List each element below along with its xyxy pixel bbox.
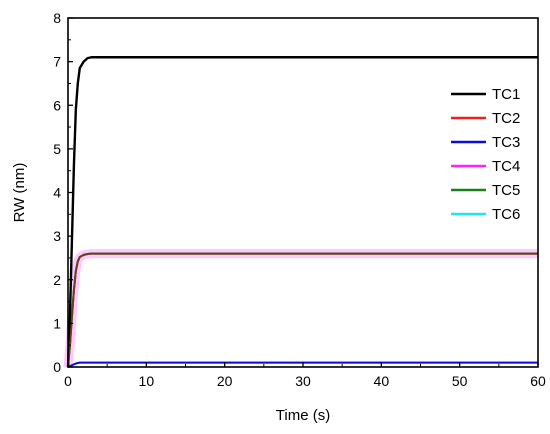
- legend-item-tc4: TC4: [451, 158, 520, 175]
- series-tc4-line: [67, 252, 538, 368]
- x-tick-label: 0: [64, 373, 72, 389]
- y-tick-label: 4: [53, 185, 61, 201]
- y-tick-label: 0: [53, 359, 61, 375]
- x-tick-label: 30: [295, 373, 311, 389]
- y-tick-label: 8: [53, 10, 61, 26]
- y-tick-label: 5: [53, 141, 61, 157]
- legend-label: TC1: [492, 86, 520, 103]
- legend-item-tc1: TC1: [451, 86, 520, 103]
- series-tc1-line: [66, 56, 538, 368]
- series-tc2-line: [67, 252, 538, 368]
- x-tick-label: 60: [530, 373, 546, 389]
- series-tc5-line: [67, 252, 538, 368]
- legend-item-tc6: TC6: [451, 206, 520, 223]
- y-tick-label: 2: [53, 272, 61, 288]
- series-layer: [66, 56, 538, 368]
- x-tick-label: 20: [217, 373, 233, 389]
- legend-label: TC3: [492, 134, 520, 151]
- legend-item-tc3: TC3: [451, 134, 520, 151]
- y-tick-label: 1: [53, 315, 61, 331]
- legend-item-tc2: TC2: [451, 110, 520, 127]
- plot-frame: [67, 17, 539, 368]
- x-axis-label: Time (s): [276, 407, 330, 424]
- y-tick-label: 7: [53, 54, 61, 70]
- y-tick-label: 3: [53, 228, 61, 244]
- x-tick-label: 40: [374, 373, 390, 389]
- x-tick-label: 50: [452, 373, 468, 389]
- tick-layer: 0 10 20 30 40 50 60 0 1 2 3 4 5 6 7 8: [53, 10, 546, 389]
- y-axis-label: RW (nm): [11, 163, 28, 223]
- y-tick-label: 6: [53, 97, 61, 113]
- series-overlap-line: [67, 252, 538, 368]
- x-tick-label: 10: [139, 373, 155, 389]
- legend-label: TC2: [492, 110, 520, 127]
- series-halo-layer: [63, 249, 538, 368]
- series-tc4-halo: [63, 249, 538, 368]
- legend-label: TC6: [492, 206, 520, 223]
- legend-label: TC4: [492, 158, 520, 175]
- series-tc3-line: [67, 361, 538, 368]
- legend: TC1 TC2 TC3 TC4 TC5 TC6: [451, 86, 520, 223]
- legend-label: TC5: [492, 182, 520, 199]
- legend-item-tc5: TC5: [451, 182, 520, 199]
